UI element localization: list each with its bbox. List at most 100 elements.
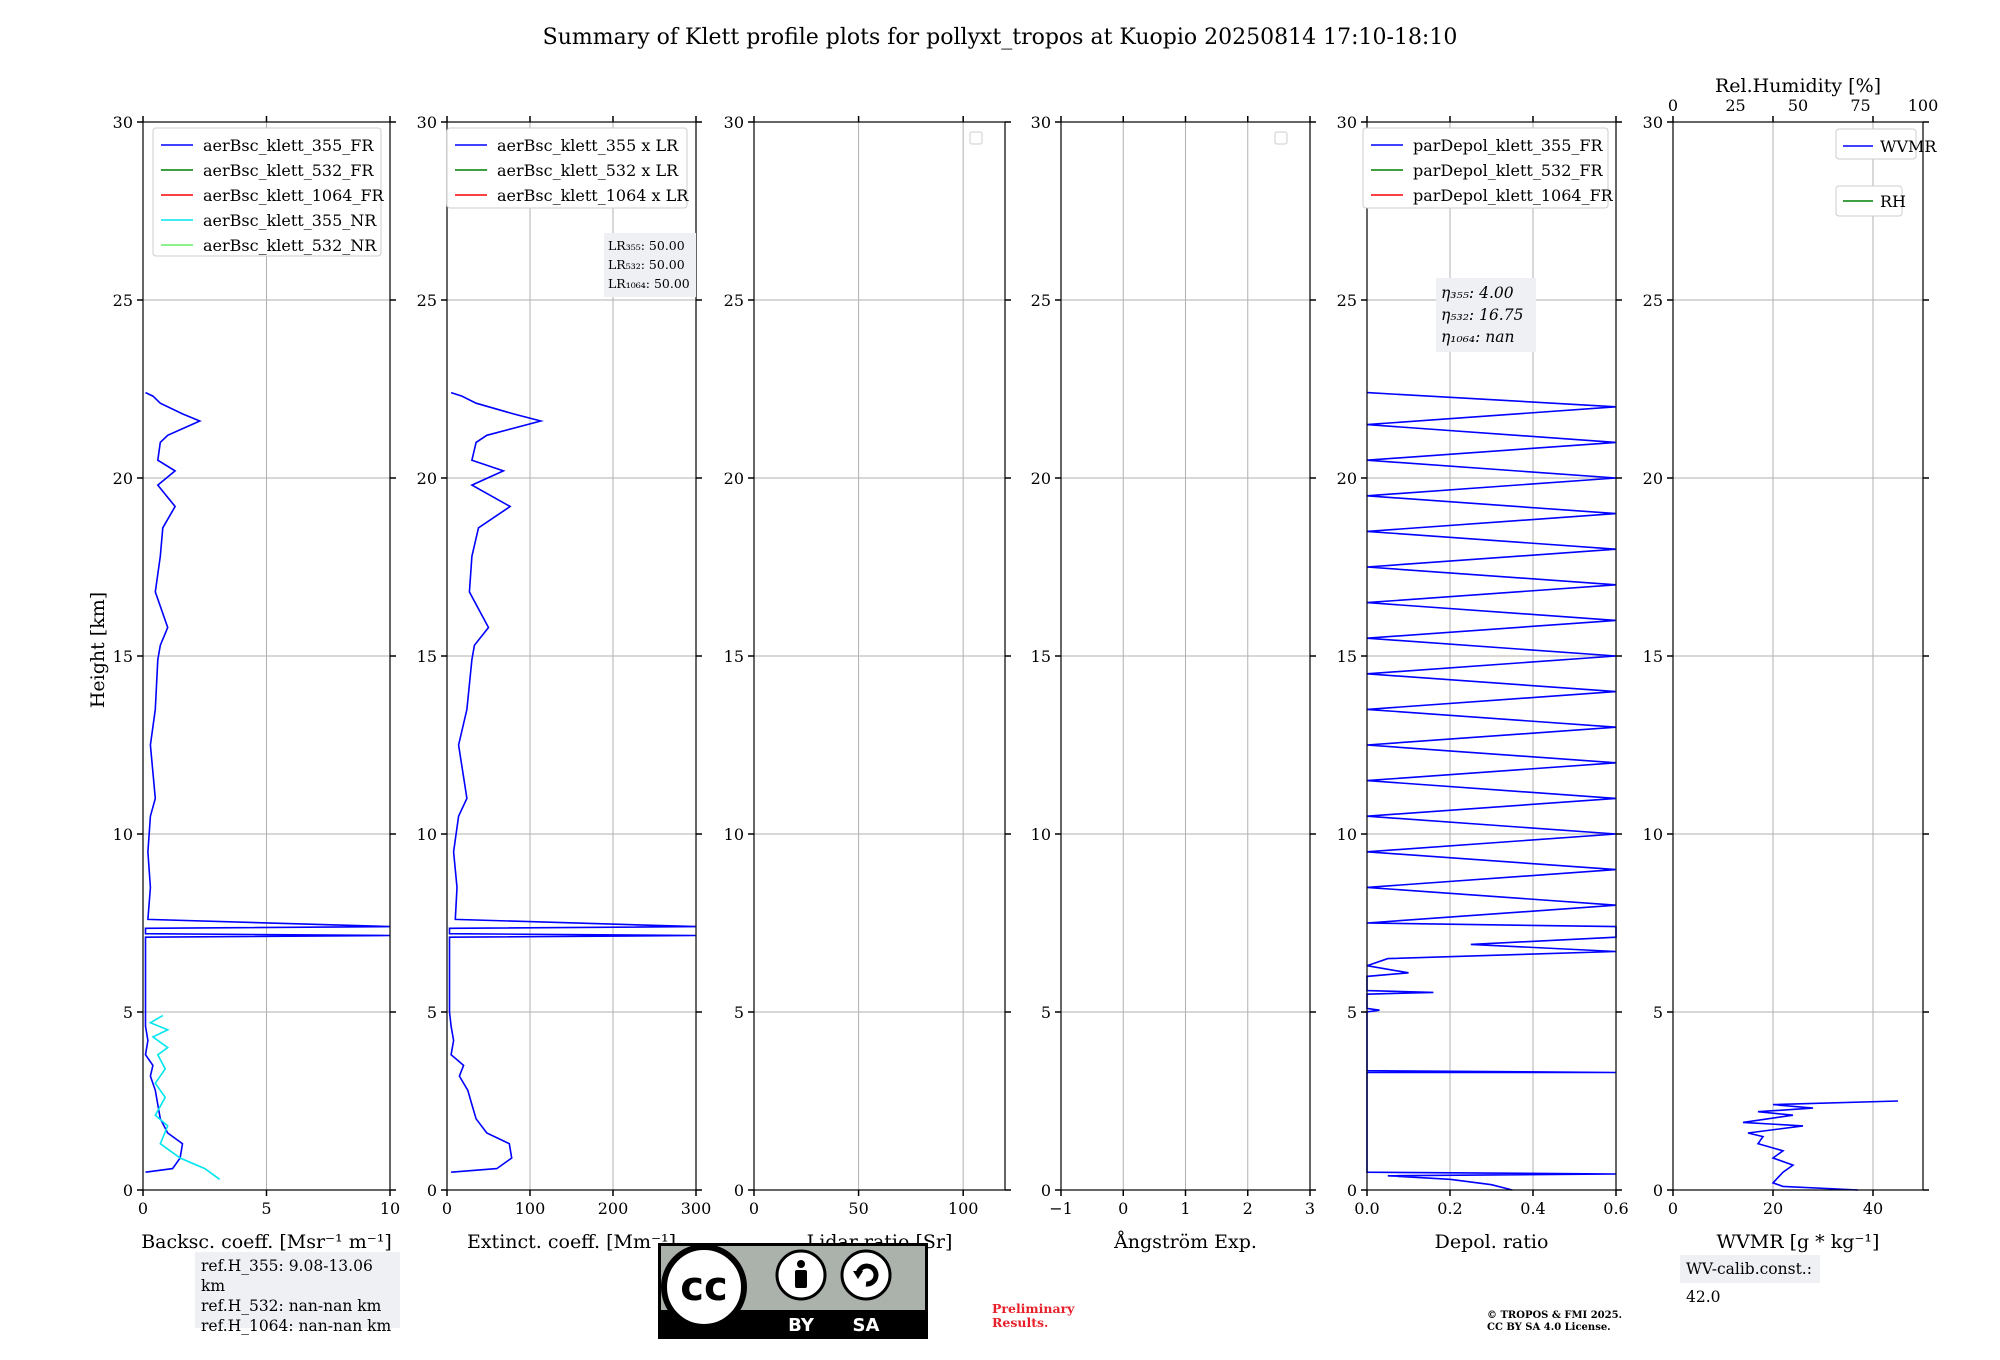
y-tick-label: 25 (417, 291, 437, 310)
y-tick-label: 10 (113, 825, 133, 844)
x-tick-label: 0 (138, 1199, 148, 1218)
y-tick-label: 0 (1041, 1181, 1051, 1200)
ext-series-aerBsc_klett_355 x LR (448, 391, 697, 1173)
eta-info-line: η₁₀₆₄: nan (1441, 328, 1515, 346)
y-tick-label: 5 (123, 1003, 133, 1022)
lr-info-box (604, 233, 696, 297)
bsc-series-aerBsc_klett_355_NR (148, 1014, 221, 1180)
y-tick-label: 25 (113, 291, 133, 310)
y-tick-label: 30 (1337, 113, 1357, 132)
y-tick-label: 20 (1031, 469, 1051, 488)
x-tick-label: 0.6 (1603, 1199, 1628, 1218)
x-tick-label: 0 (442, 1199, 452, 1218)
legend-entry: aerBsc_klett_532_FR (203, 161, 374, 180)
x-tick-label: −1 (1049, 1199, 1073, 1218)
legend-entry: aerBsc_klett_355 x LR (497, 136, 679, 155)
by-person-icon (797, 1260, 805, 1268)
y-tick-label: 30 (1643, 113, 1663, 132)
x-tick-label: 300 (681, 1199, 712, 1218)
y-tick-label: 25 (724, 291, 744, 310)
legend-entry: WVMR (1880, 137, 1937, 156)
legend-entry: RH (1880, 192, 1906, 211)
legend-entry: parDepol_klett_1064_FR (1413, 186, 1614, 205)
legend-entry: aerBsc_klett_532 x LR (497, 161, 679, 180)
y-tick-label: 25 (1031, 291, 1051, 310)
lr-info-line: LR₃₅₅: 50.00 (608, 238, 685, 253)
preliminary-line: Preliminary (992, 1301, 1075, 1316)
x-tick-label: 0 (1668, 1199, 1678, 1218)
lr-info-line: LR₅₃₂: 50.00 (608, 257, 685, 272)
y-tick-label: 15 (724, 647, 744, 666)
x-tick-label: 5 (261, 1199, 271, 1218)
sa-label: SA (853, 1315, 880, 1336)
copyright-line: © TROPOS & FMI 2025. (1487, 1310, 1623, 1321)
y-tick-label: 5 (1653, 1003, 1663, 1022)
wv-calib-box: WV-calib.const.: 42.0 (1680, 1255, 1820, 1306)
figure-title: Summary of Klett profile plots for polly… (543, 25, 1458, 50)
cc-by-sa-logo: cc BY SA (658, 1243, 928, 1339)
y-tick-label: 15 (1643, 647, 1663, 666)
y-tick-label: 25 (1337, 291, 1357, 310)
legend-entry: aerBsc_klett_1064 x LR (497, 186, 689, 205)
legend-entry: parDepol_klett_532_FR (1413, 161, 1604, 180)
wv-xlabel: WVMR [g * kg⁻¹] (1717, 1231, 1880, 1253)
y-tick-label: 5 (1347, 1003, 1357, 1022)
legend-entry: parDepol_klett_355_FR (1413, 136, 1604, 155)
x-tick-label: 50 (848, 1199, 868, 1218)
ang-xlabel: Ångström Exp. (1113, 1231, 1257, 1253)
sa-arrow-icon (855, 1263, 879, 1287)
y-tick-label: 5 (1041, 1003, 1051, 1022)
ref-h-1064: ref.H_1064: nan-nan km (201, 1317, 392, 1335)
by-label: BY (788, 1315, 815, 1336)
y-tick-label: 30 (417, 113, 437, 132)
y-tick-label: 25 (1643, 291, 1663, 310)
y-tick-label: 20 (1643, 469, 1663, 488)
x-tick-label: 10 (380, 1199, 400, 1218)
bsc-panel: 0 5 10 15 20 25 30 0 5 10 Backsc. coeff. [Msr⁻¹ m⁻… (113, 113, 401, 1253)
dep-legend (1362, 127, 1609, 209)
wvmr-legend (1835, 128, 1917, 160)
y-tick-label: 15 (113, 647, 133, 666)
ext-legend (446, 127, 688, 209)
x-tick-label: 200 (598, 1199, 629, 1218)
y-tick-label: 0 (1347, 1181, 1357, 1200)
bsc-legend (152, 127, 382, 257)
y-tick-label: 5 (427, 1003, 437, 1022)
reference-height-box: ref.H_355: 9.08-13.06 km ref.H_532: nan-… (195, 1252, 400, 1335)
results-line: Results. (992, 1315, 1049, 1330)
x-tick-label: 40 (1863, 1199, 1883, 1218)
y-tick-label: 10 (724, 825, 744, 844)
y-tick-label: 0 (123, 1181, 133, 1200)
x-tick-label: 0 (1118, 1199, 1128, 1218)
lr-info-line: LR₁₀₆₄: 50.00 (608, 276, 690, 291)
license-line: CC BY SA 4.0 License. (1487, 1322, 1611, 1333)
y-tick-label: 10 (1337, 825, 1357, 844)
y-tick-label: 20 (113, 469, 133, 488)
x-tick-label: 3 (1305, 1199, 1315, 1218)
x-tick-label: 0.0 (1354, 1199, 1379, 1218)
x-tick-label: 1 (1180, 1199, 1190, 1218)
rh-tick-label: 25 (1725, 96, 1745, 115)
y-tick-label: 0 (427, 1181, 437, 1200)
y-tick-label: 0 (1653, 1181, 1663, 1200)
ang-empty-legend (1274, 131, 1288, 145)
rh-tick-label: 75 (1850, 96, 1870, 115)
lr-empty-legend (969, 131, 983, 145)
legend-entry: aerBsc_klett_1064_FR (203, 186, 385, 205)
ref-h-532: ref.H_532: nan-nan km (201, 1297, 382, 1315)
y-tick-label: 0 (734, 1181, 744, 1200)
y-tick-label: 10 (417, 825, 437, 844)
rh-top-label: Rel.Humidity [%] (1715, 75, 1881, 97)
rh-tick-label: 0 (1668, 96, 1678, 115)
y-tick-label: 20 (724, 469, 744, 488)
x-tick-label: 20 (1763, 1199, 1783, 1218)
y-tick-label: 30 (113, 113, 133, 132)
rh-tick-label: 50 (1788, 96, 1808, 115)
y-tick-label: 5 (734, 1003, 744, 1022)
ext-xlabel: Extinct. coeff. [Mm⁻¹] (467, 1231, 676, 1253)
bsc-xlabel: Backsc. coeff. [Msr⁻¹ m⁻¹] (141, 1231, 392, 1253)
eta-info-line: η₅₃₂: 16.75 (1441, 306, 1523, 324)
